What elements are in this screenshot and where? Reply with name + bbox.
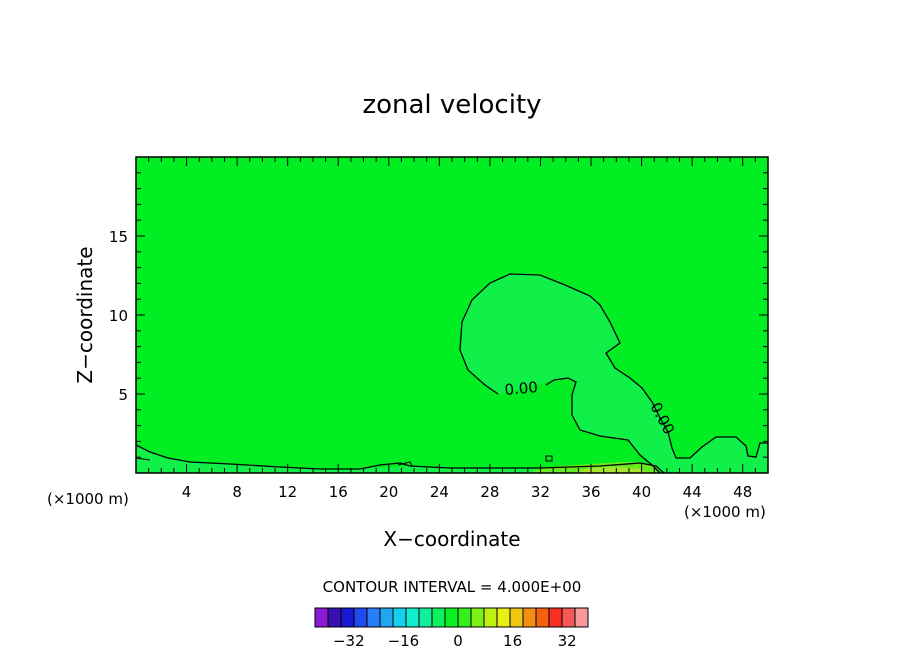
x-tick-labels: 4 8 12 16 20 24 28 32 36 40 44 48 bbox=[182, 483, 752, 501]
colorbar-swatch bbox=[340, 607, 355, 628]
x-unit-left: (×1000 m) bbox=[47, 490, 129, 508]
x-tick-label: 4 bbox=[182, 483, 192, 501]
colorbar-swatch bbox=[470, 607, 485, 628]
x-unit-right: (×1000 m) bbox=[684, 503, 766, 521]
colorbar-labels: −32 −16 0 16 32 bbox=[333, 632, 577, 650]
y-tick-label: 10 bbox=[109, 307, 128, 325]
colorbar-tick-label: 16 bbox=[503, 632, 522, 650]
colorbar-swatch bbox=[509, 607, 524, 628]
colorbar-swatch bbox=[561, 607, 576, 628]
contour-label-1: 0.00 bbox=[504, 378, 539, 399]
colorbar-swatch bbox=[405, 607, 420, 628]
chart-title: zonal velocity bbox=[362, 90, 541, 120]
colorbar-swatch bbox=[496, 607, 511, 628]
x-tick-label: 28 bbox=[480, 483, 499, 501]
x-tick-label: 8 bbox=[232, 483, 242, 501]
x-tick-label: 20 bbox=[379, 483, 398, 501]
x-tick-label: 16 bbox=[329, 483, 348, 501]
x-tick-label: 40 bbox=[632, 483, 651, 501]
axis-ticks bbox=[135, 157, 769, 473]
surface-contour-line-2 bbox=[135, 455, 553, 467]
colorbar-swatch bbox=[392, 607, 407, 628]
colorbar-tick-label: −32 bbox=[333, 632, 365, 650]
zero-contour-line-lower bbox=[545, 377, 661, 474]
contour-interval-text: CONTOUR INTERVAL = 4.000E+00 bbox=[323, 578, 582, 596]
colorbar-tick-label: 0 bbox=[453, 632, 463, 650]
x-tick-label: 12 bbox=[278, 483, 297, 501]
colorbar-swatch bbox=[444, 607, 459, 628]
colorbar-swatch bbox=[353, 607, 368, 628]
colorbar-swatch bbox=[327, 607, 342, 628]
colorbar-swatch bbox=[314, 607, 329, 628]
x-tick-label: 48 bbox=[733, 483, 752, 501]
zero-contour-line bbox=[459, 273, 768, 459]
x-tick-label: 24 bbox=[430, 483, 449, 501]
surface-contour-line bbox=[135, 444, 665, 474]
colorbar-swatch bbox=[431, 607, 446, 628]
colorbar-tick-label: 32 bbox=[558, 632, 577, 650]
colorbar-swatch bbox=[522, 607, 537, 628]
colorbar-swatch bbox=[574, 607, 589, 628]
colorbar-tick-label: −16 bbox=[388, 632, 420, 650]
colorbar-swatch bbox=[535, 607, 550, 628]
colorbar-swatch bbox=[379, 607, 394, 628]
x-tick-label: 36 bbox=[581, 483, 600, 501]
x-tick-label: 44 bbox=[683, 483, 702, 501]
y-tick-label: 15 bbox=[109, 228, 128, 246]
y-tick-label: 5 bbox=[118, 386, 128, 404]
colorbar bbox=[314, 607, 589, 628]
colorbar-swatch bbox=[366, 607, 381, 628]
colorbar-swatch bbox=[548, 607, 563, 628]
y-tick-labels: 5 10 15 bbox=[109, 228, 128, 404]
contour-fill-bulge bbox=[460, 274, 768, 473]
y-axis-label: Z−coordinate bbox=[73, 246, 97, 383]
plot-background bbox=[136, 157, 768, 473]
colorbar-swatch bbox=[457, 607, 472, 628]
colorbar-swatch bbox=[418, 607, 433, 628]
x-tick-label: 32 bbox=[531, 483, 550, 501]
plot-area: 0.00 0.00 bbox=[135, 156, 769, 474]
x-axis-label: X−coordinate bbox=[383, 527, 520, 551]
colorbar-swatch bbox=[483, 607, 498, 628]
